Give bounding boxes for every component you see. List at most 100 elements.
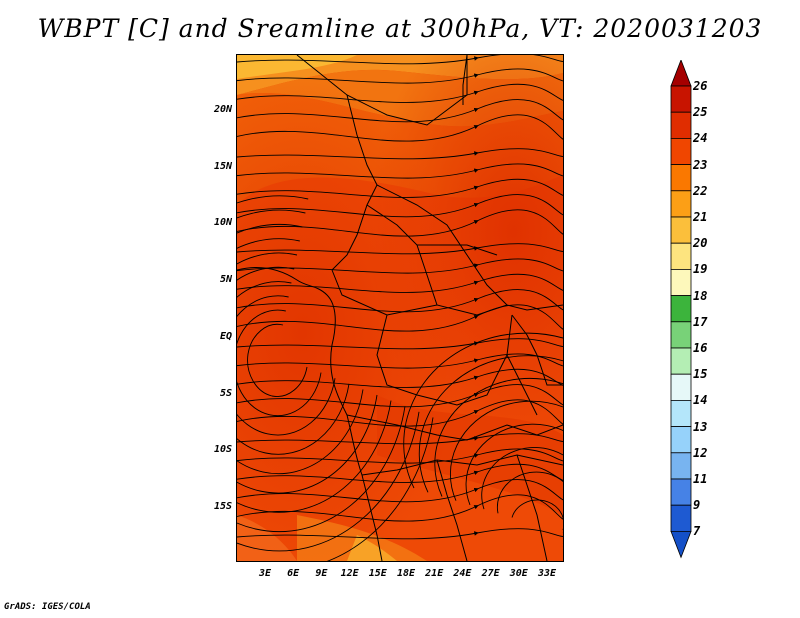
streamline	[237, 479, 563, 503]
colorbar-label: 21	[693, 210, 708, 224]
colorbar-label: 25	[693, 105, 708, 120]
streamline	[237, 195, 434, 561]
colorbar-label: 20	[693, 236, 708, 251]
colorbar-segment	[670, 138, 692, 166]
streamline	[237, 258, 563, 274]
colorbar-label: 12	[693, 445, 708, 460]
colorbar-segment	[670, 321, 692, 349]
colorbar-segment	[670, 478, 692, 506]
colorbar-segment	[670, 426, 692, 454]
streamline	[237, 295, 336, 436]
colorbar-segment	[670, 347, 692, 375]
streamline	[237, 83, 563, 103]
streamline	[237, 448, 563, 464]
colorbar-segment	[670, 216, 692, 244]
lon-tick-label: 33E	[537, 568, 557, 579]
streamline	[237, 309, 322, 417]
streamline	[237, 266, 364, 475]
colorbar-segment	[670, 164, 692, 192]
streamline	[237, 384, 563, 408]
colorbar-label: 16	[693, 341, 708, 355]
streamline	[237, 68, 563, 84]
colorbar-segment	[670, 504, 692, 532]
streamline	[237, 399, 563, 427]
colorbar-label: 11	[693, 472, 708, 486]
wbpt-shading	[237, 55, 563, 561]
streamline	[237, 243, 563, 255]
lat-tick-label: 5S	[219, 387, 232, 399]
streamline	[237, 194, 563, 218]
lon-tick-label: 18E	[396, 568, 416, 579]
lat-tick-label: 5N	[219, 274, 232, 286]
lon-tick-label: 3E	[258, 568, 272, 579]
streamline	[449, 400, 563, 542]
country-borders	[237, 55, 563, 561]
lat-tick-label: 15S	[213, 500, 232, 512]
streamline	[237, 494, 563, 522]
colorbar-label: 23	[693, 157, 708, 172]
lon-tick-label: 24E	[453, 568, 472, 579]
streamline	[418, 355, 563, 547]
streamline	[237, 238, 392, 513]
colorbar	[670, 60, 692, 559]
lon-tick-label: 27E	[481, 568, 500, 579]
colorbar-label: 22	[693, 183, 708, 198]
lon-tick-label: 15E	[368, 568, 387, 579]
colorbar-segment	[670, 373, 692, 401]
lon-tick-label: 12E	[340, 568, 359, 579]
colorbar-segment	[670, 85, 692, 113]
colorbar-segment	[670, 111, 692, 139]
lon-tick-label: 21E	[425, 568, 444, 579]
colorbar-segment	[670, 242, 692, 270]
colorbar-bottom-arrow	[670, 531, 692, 559]
colorbar-segment	[670, 399, 692, 427]
streamline	[237, 55, 563, 65]
streamline	[403, 332, 563, 550]
colorbar-label: 18	[693, 288, 708, 303]
colorbar-segment	[670, 295, 692, 323]
streamlines	[237, 55, 563, 561]
streamline	[237, 289, 563, 313]
streamline	[247, 323, 308, 397]
streamline	[237, 209, 420, 552]
colorbar-segment	[670, 190, 692, 218]
streamline	[237, 178, 563, 198]
colorbar-top-arrow	[670, 60, 692, 87]
lat-tick-label: EQ	[219, 330, 232, 342]
streamline	[237, 353, 563, 369]
streamline	[237, 114, 563, 142]
streamline	[237, 273, 563, 293]
streamline	[237, 209, 563, 237]
colorbar-label: 7	[693, 524, 701, 539]
map-panel[interactable]	[236, 54, 564, 562]
colorbar-label: 26	[693, 79, 708, 93]
colorbar-label: 15	[693, 367, 708, 382]
streamline	[237, 528, 563, 540]
streamline	[237, 148, 563, 160]
lon-tick-label: 6E	[287, 568, 300, 579]
streamline	[481, 447, 563, 536]
streamline	[237, 252, 378, 494]
streamline	[237, 304, 563, 332]
streamline	[237, 281, 350, 455]
colorbar-label: 9	[693, 498, 701, 513]
colorbar-label: 14	[693, 393, 708, 408]
colorbar-label: 13	[693, 419, 708, 434]
colorbar-segment	[670, 452, 692, 480]
grads-credit: GrADS: IGES/COLA	[4, 602, 91, 612]
colorbar-label: 17	[693, 314, 708, 329]
streamline	[511, 499, 563, 530]
colorbar-label: 19	[693, 262, 708, 277]
lat-tick-label: 10N	[213, 217, 232, 229]
streamline	[465, 423, 563, 539]
lon-tick-label: 30E	[509, 568, 528, 579]
lat-tick-label: 10S	[213, 444, 232, 456]
chart-title: WBPT [C] and Sreamline at 300hPa, VT: 20…	[37, 14, 763, 43]
streamline	[237, 163, 563, 179]
streamline	[496, 471, 563, 533]
streamline	[237, 433, 563, 445]
lat-tick-label: 20N	[213, 104, 232, 115]
streamline	[237, 99, 563, 123]
colorbar-segment	[670, 268, 692, 296]
streamline	[237, 223, 406, 533]
